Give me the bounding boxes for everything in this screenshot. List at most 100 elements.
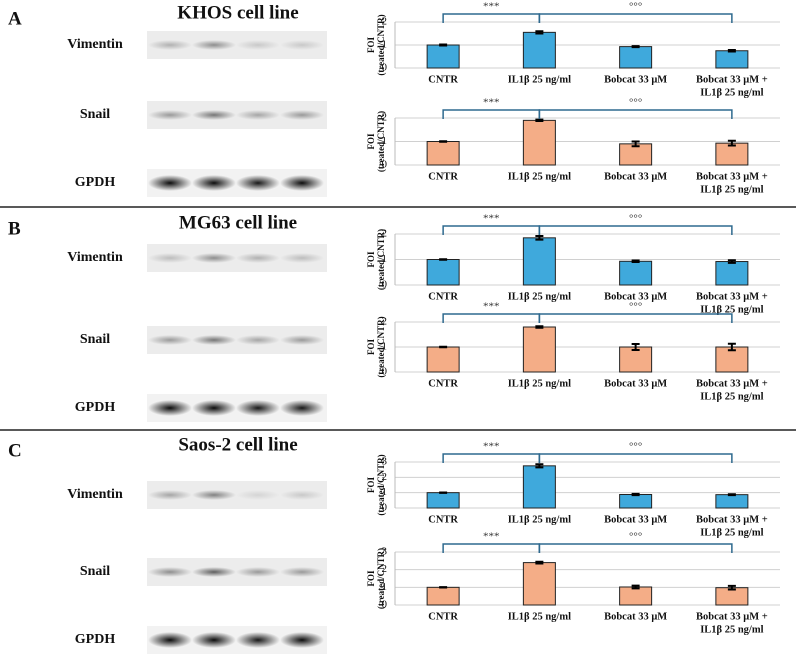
panel-letter: A xyxy=(8,8,22,29)
y-tick-label: 1 xyxy=(382,341,388,353)
bar xyxy=(619,494,653,509)
x-tick-label: IL1β 25 ng/ml xyxy=(508,291,571,302)
blot-band xyxy=(236,175,280,191)
x-tick-label: Bobcat 33 μM + xyxy=(696,611,768,622)
blot-band xyxy=(148,175,192,191)
blot-band xyxy=(236,400,280,416)
bar xyxy=(426,586,460,606)
blot-label: Snail xyxy=(80,564,110,579)
significance-label: °°° xyxy=(629,531,642,543)
significance-bracket xyxy=(538,13,733,23)
x-tick-label: Bobcat 33 μM + xyxy=(696,514,768,525)
significance-label: *** xyxy=(483,1,500,13)
x-tick-label: Bobcat 33 μM + xyxy=(696,74,768,85)
error-bar xyxy=(631,343,640,351)
blot-band xyxy=(236,335,280,345)
x-tick-label: IL1β 25 ng/ml xyxy=(700,87,763,98)
blot-band xyxy=(192,335,236,345)
bar xyxy=(715,261,749,286)
y-axis-label: FOI xyxy=(366,339,376,355)
error-bar xyxy=(727,342,736,352)
x-tick-label: IL1β 25 ng/ml xyxy=(700,391,763,402)
y-tick-label: 3 xyxy=(382,456,388,468)
blot-band xyxy=(236,490,280,500)
x-tick-label: CNTR xyxy=(428,171,458,182)
bar xyxy=(619,260,653,286)
y-tick-label: 0 xyxy=(382,279,388,291)
blot-band xyxy=(148,253,192,263)
blot-band xyxy=(192,40,236,50)
x-tick-label: Bobcat 33 μM xyxy=(604,514,667,525)
bar xyxy=(522,119,556,166)
bar xyxy=(426,44,460,69)
significance-bracket xyxy=(538,225,733,235)
error-bar xyxy=(727,493,736,497)
blot-band xyxy=(148,400,192,416)
x-tick-label: IL1β 25 ng/ml xyxy=(700,304,763,315)
error-bar xyxy=(631,259,640,264)
x-tick-label: CNTR xyxy=(428,611,458,622)
x-tick-label: IL1β 25 ng/ml xyxy=(700,624,763,635)
y-tick-label: 2 xyxy=(382,316,388,328)
y-axis-label: (treated/CNTR) xyxy=(376,229,386,290)
x-tick-label: Bobcat 33 μM xyxy=(604,291,667,302)
blot-label: GPDH xyxy=(75,400,116,415)
x-tick-label: IL1β 25 ng/ml xyxy=(508,74,571,85)
error-bar xyxy=(631,140,640,148)
x-tick-label: CNTR xyxy=(428,291,458,302)
blot-band xyxy=(280,175,324,191)
error-bar xyxy=(535,463,544,469)
blot-band xyxy=(280,490,324,500)
x-tick-label: CNTR xyxy=(428,514,458,525)
y-axis-label: FOI xyxy=(366,133,376,149)
x-tick-label: IL1β 25 ng/ml xyxy=(508,171,571,182)
bar xyxy=(522,465,556,509)
y-tick-label: 0 xyxy=(382,159,388,171)
y-tick-label: 1 xyxy=(382,135,388,147)
blot-band xyxy=(148,632,192,648)
y-axis-label: (treated/CNTR) xyxy=(376,14,386,75)
blot-label: Vimentin xyxy=(67,37,123,52)
x-tick-label: Bobcat 33 μM xyxy=(604,611,667,622)
error-bar xyxy=(727,259,736,264)
error-bar xyxy=(727,139,736,147)
error-bar xyxy=(535,118,544,123)
blot-band xyxy=(236,632,280,648)
y-axis-label: FOI xyxy=(366,477,376,493)
x-tick-label: CNTR xyxy=(428,74,458,85)
x-tick-label: Bobcat 33 μM + xyxy=(696,291,768,302)
y-tick-label: 2 xyxy=(382,16,388,28)
x-tick-label: Bobcat 33 μM + xyxy=(696,378,768,389)
blot-band xyxy=(148,110,192,120)
y-tick-label: 2 xyxy=(382,112,388,124)
x-tick-label: CNTR xyxy=(428,378,458,389)
blot-band xyxy=(236,40,280,50)
error-bar xyxy=(535,560,544,565)
significance-bracket xyxy=(538,313,733,323)
significance-label: °°° xyxy=(629,97,642,109)
bar xyxy=(426,259,460,286)
error-bar xyxy=(535,325,544,329)
x-tick-label: Bobcat 33 μM xyxy=(604,378,667,389)
blot-band xyxy=(148,335,192,345)
blot-band xyxy=(280,335,324,345)
bar xyxy=(426,141,460,166)
x-tick-label: Bobcat 33 μM + xyxy=(696,171,768,182)
blot-band xyxy=(280,253,324,263)
y-tick-label: 2 xyxy=(382,471,388,483)
blot-label: Vimentin xyxy=(67,250,123,265)
significance-label: *** xyxy=(483,301,500,313)
error-bar xyxy=(535,30,544,35)
blot-band xyxy=(280,400,324,416)
bar xyxy=(426,346,460,373)
blot-band xyxy=(192,400,236,416)
error-bar xyxy=(631,584,640,590)
y-axis-label: FOI xyxy=(366,37,376,53)
x-tick-label: IL1β 25 ng/ml xyxy=(508,611,571,622)
error-bar xyxy=(439,43,448,47)
error-bar xyxy=(439,345,448,349)
blot-band xyxy=(192,567,236,577)
y-axis-label: FOI xyxy=(366,251,376,267)
bar xyxy=(715,50,749,69)
blot-band xyxy=(280,632,324,648)
